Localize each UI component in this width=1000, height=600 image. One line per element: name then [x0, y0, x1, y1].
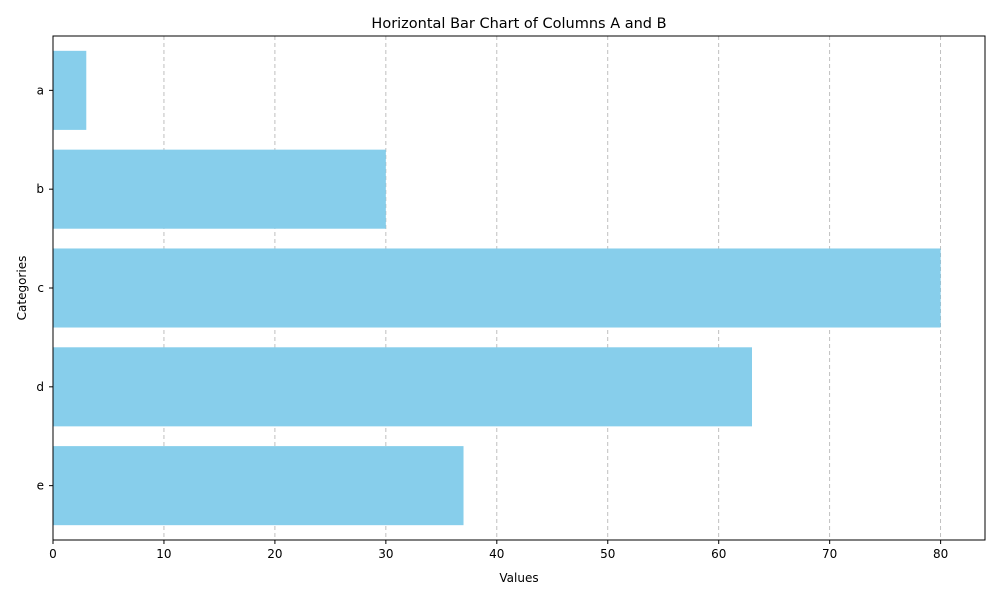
y-tick-label: d [36, 380, 44, 394]
y-tick-label: a [37, 83, 44, 97]
x-axis-label: Values [499, 571, 538, 585]
bar-e [53, 446, 464, 526]
x-tick-label: 10 [156, 547, 171, 561]
chart-title: Horizontal Bar Chart of Columns A and B [371, 16, 666, 32]
y-axis-ticks: a b c d e [36, 83, 53, 493]
y-tick-label: b [36, 182, 44, 196]
x-tick-label: 30 [378, 547, 393, 561]
x-tick-label: 80 [933, 547, 948, 561]
x-tick-label: 20 [267, 547, 282, 561]
x-tick-label: 70 [822, 547, 837, 561]
bar-b [53, 149, 386, 229]
bar-a [53, 50, 87, 130]
x-tick-label: 50 [600, 547, 615, 561]
y-tick-label: e [37, 479, 44, 493]
x-tick-label: 0 [49, 547, 57, 561]
y-axis-label: Categories [15, 256, 29, 321]
bars [53, 50, 941, 526]
x-tick-label: 40 [489, 547, 504, 561]
bar-d [53, 347, 752, 427]
x-axis-ticks: 0 10 20 30 40 50 60 70 80 [49, 540, 948, 561]
x-tick-label: 60 [711, 547, 726, 561]
y-tick-label: c [37, 281, 44, 295]
bar-c [53, 248, 941, 328]
